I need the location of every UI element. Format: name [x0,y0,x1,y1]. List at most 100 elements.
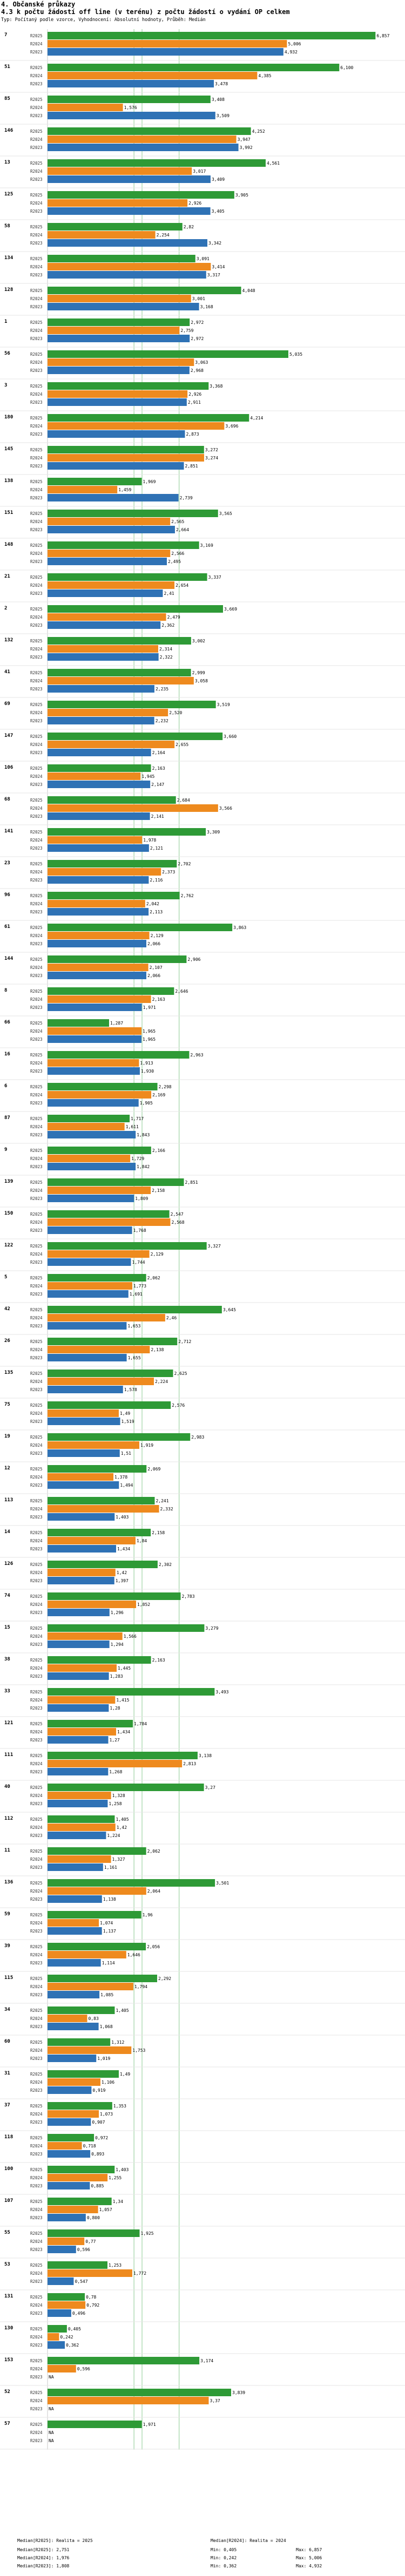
bar-value-label: 2,121 [150,846,163,851]
bar-value-label: 3,645 [223,1307,236,1312]
bar-r2025 [48,1720,133,1727]
bar-r2023 [48,303,199,310]
series-label: R2024 [30,933,43,938]
bar-r2024 [48,1123,125,1130]
bar-r2025 [48,382,209,390]
series-label: R2024 [30,551,43,556]
bar-r2023 [48,462,184,470]
series-label: R2025 [30,1690,43,1694]
group-label: 39 [4,1943,10,1949]
series-label: R2025 [30,384,43,389]
bar-na-label: NA [49,2375,54,2380]
bar-r2024 [48,741,175,748]
bar-r2024 [48,550,171,557]
series-label: R2025 [30,1626,43,1631]
bar-value-label: 3,279 [205,1626,218,1631]
series-label: R2025 [30,1944,43,1949]
bar-r2023 [48,558,167,565]
bar-value-label: 2,129 [151,1252,164,1257]
series-label: R2025 [30,1976,43,1981]
bar-r2025 [48,287,241,294]
bar-value-label: 2,116 [150,878,163,883]
bar-value-label: 3,274 [205,456,218,460]
bar-value-label: 2,302 [159,1562,172,1567]
series-label: R2023 [30,623,43,628]
bar-value-label: 2,322 [160,655,173,660]
bar-value-label: 1,294 [111,1642,124,1647]
series-label: R2023 [30,145,43,150]
group-label: 135 [4,1370,13,1375]
series-label: R2025 [30,1148,43,1153]
bar-value-label: 1,965 [143,1029,156,1034]
bar-r2023 [48,2277,74,2285]
bar-r2025 [48,96,211,103]
series-label: R2023 [30,2152,43,2157]
series-label: R2024 [30,1698,43,1703]
bar-r2025 [48,1656,151,1664]
series-label: R2024 [30,1538,43,1543]
bar-r2024 [48,104,123,111]
bar-r2024 [48,1218,171,1226]
series-label: R2024 [30,105,43,110]
bar-value-label: 0,78 [86,2295,96,2300]
bar-value-label: 2,113 [150,910,163,914]
bar-r2025 [48,637,191,645]
series-label: R2024 [30,2398,43,2403]
bar-value-label: 4,214 [250,416,263,421]
series-label: R2025 [30,161,43,166]
bar-r2025 [48,1115,130,1122]
bar-r2023 [48,1736,109,1744]
group-label: 111 [4,1752,13,1758]
bar-r2025 [48,860,177,867]
bar-value-label: 1,068 [100,2024,113,2029]
series-label: R2025 [30,1785,43,1790]
bar-value-label: 1,578 [124,1387,137,1392]
bar-value-label: 1,784 [134,1721,147,1726]
bar-r2023 [48,1067,140,1075]
bar-r2023 [48,621,161,629]
bar-value-label: 2,056 [147,1944,160,1949]
bar-value-label: 1,576 [124,105,137,110]
bar-value-label: 3,342 [208,241,221,246]
group-label: 96 [4,892,10,898]
bar-value-label: 3,405 [212,209,225,214]
series-label: R2024 [30,2048,43,2053]
series-label: R2024 [30,583,43,588]
series-label: R2025 [30,1817,43,1822]
bar-r2025 [48,1497,155,1504]
bar-value-label: 1,913 [140,1061,153,1066]
bar-value-label: 3,327 [208,1244,221,1249]
bar-r2025 [48,1879,215,1887]
group-label: 15 [4,1625,10,1630]
footer-max-2025: Max: 6,857 [296,2547,322,2552]
group-label: 107 [4,2198,13,2204]
group-label: 38 [4,1657,10,1662]
series-label: R2024 [30,1124,43,1129]
series-label: R2023 [30,1897,43,1902]
series-label: R2023 [30,941,43,946]
bar-r2024 [48,199,188,207]
series-label: R2024 [30,2271,43,2276]
bar-value-label: 0,972 [95,2136,108,2140]
bar-r2023 [48,1513,115,1521]
series-label: R2023 [30,591,43,596]
group-label: 52 [4,2389,10,2395]
bar-value-label: 0,792 [86,2303,99,2308]
bar-r2025 [48,350,288,358]
bar-value-label: 1,809 [135,1196,148,1201]
series-label: R2023 [30,1738,43,1743]
series-label: R2023 [30,782,43,787]
group-label: 53 [4,2262,10,2267]
series-label: R2024 [30,1921,43,1926]
bar-r2023 [48,2086,92,2094]
chart-title: 4.3 k počtu žádostí off line (v terénu) … [1,8,290,16]
bar-value-label: 1,655 [128,1355,141,1360]
bar-r2024 [48,932,150,939]
bar-r2023 [48,1418,120,1425]
series-label: R2023 [30,304,43,309]
series-label: R2023 [30,1610,43,1615]
bar-value-label: 5,006 [288,42,301,46]
group-label: 14 [4,1529,10,1535]
series-label: R2024 [30,901,43,906]
bar-value-label: 2,906 [187,957,200,962]
